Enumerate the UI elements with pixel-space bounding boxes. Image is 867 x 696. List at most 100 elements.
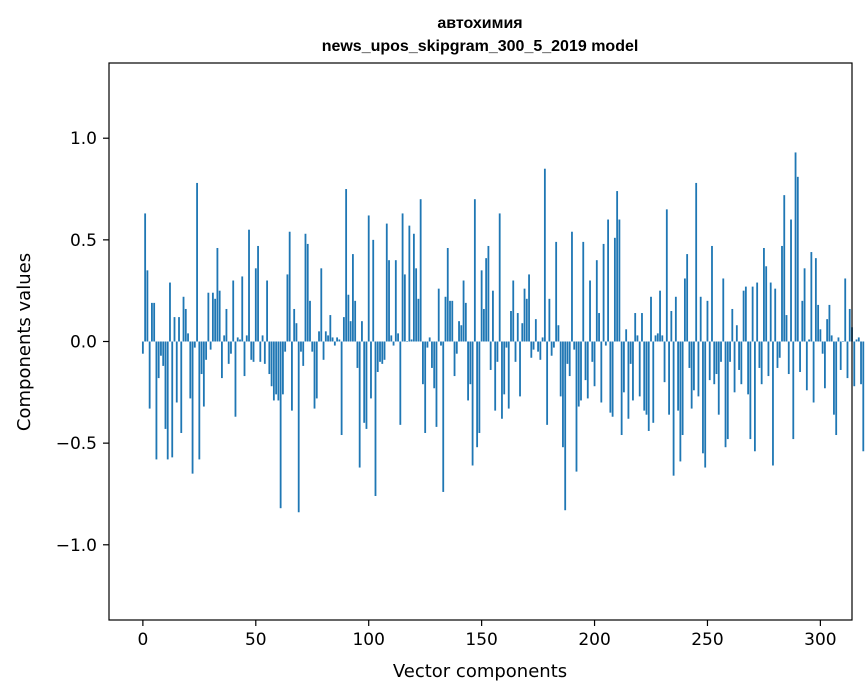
- bar-272: [756, 282, 759, 342]
- bar-132: [440, 341, 442, 346]
- bars-layer: [141, 152, 865, 513]
- bar-57: [270, 341, 273, 387]
- bar-149: [478, 341, 481, 433]
- bar-144: [467, 341, 469, 401]
- bar-310: [842, 341, 844, 342]
- bar-191: [573, 341, 576, 350]
- bar-128: [431, 341, 433, 368]
- bar-213: [623, 341, 625, 393]
- bar-197: [586, 341, 589, 399]
- bar-46: [245, 335, 248, 342]
- bar-94: [354, 300, 357, 342]
- bar-244: [693, 341, 695, 391]
- bar-260: [729, 341, 731, 362]
- bar-262: [733, 341, 736, 393]
- bar-65: [288, 231, 291, 342]
- bar-44: [241, 276, 244, 342]
- bar-313: [848, 308, 851, 342]
- bar-38: [227, 341, 230, 364]
- bar-13: [171, 341, 174, 458]
- bar-82: [327, 335, 329, 342]
- bar-143: [464, 302, 467, 342]
- bar-76: [313, 341, 316, 409]
- bar-12: [169, 282, 171, 342]
- bar-171: [528, 274, 530, 342]
- bar-43: [239, 339, 241, 342]
- bar-75: [311, 341, 314, 352]
- bar-250: [706, 300, 709, 342]
- bar-301: [821, 341, 824, 354]
- bar-299: [817, 304, 820, 342]
- bar-291: [799, 341, 801, 372]
- chart-title: автохимия: [437, 15, 522, 32]
- x-tick-label: 250: [691, 630, 723, 650]
- bar-73: [306, 243, 309, 342]
- bar-129: [433, 341, 436, 389]
- bar-217: [632, 341, 634, 401]
- bar-125: [424, 341, 427, 433]
- bar-142: [462, 280, 465, 342]
- bar-239: [681, 341, 684, 436]
- bar-227: [654, 335, 657, 342]
- bar-279: [772, 341, 774, 466]
- bar-261: [731, 308, 734, 342]
- bar-24: [196, 182, 198, 342]
- bar-252: [711, 245, 713, 342]
- bar-148: [476, 341, 479, 448]
- bar-222: [643, 341, 646, 411]
- bar-107: [383, 341, 386, 360]
- bar-112: [394, 260, 397, 342]
- x-axis-label: Vector components: [393, 661, 567, 682]
- bar-141: [460, 325, 463, 342]
- plot-frame: [108, 62, 853, 621]
- chart-subtitle: news_upos_skipgram_300_5_2019 model: [322, 38, 639, 55]
- bar-93: [352, 254, 354, 342]
- bar-9: [162, 341, 165, 366]
- bar-55: [266, 280, 268, 342]
- bar-154: [489, 341, 492, 370]
- bar-16: [178, 317, 180, 342]
- bar-87: [338, 339, 341, 342]
- bar-33: [216, 247, 219, 342]
- bar-62: [281, 341, 284, 395]
- bar-254: [715, 341, 718, 375]
- bar-8: [160, 341, 162, 356]
- bar-311: [844, 278, 847, 342]
- bar-193: [577, 341, 580, 407]
- bar-118: [408, 225, 411, 342]
- x-tick-label: 200: [578, 630, 610, 650]
- bar-232: [665, 209, 668, 342]
- bar-130: [435, 341, 438, 427]
- bar-51: [257, 245, 259, 342]
- bar-168: [521, 323, 524, 342]
- bar-219: [636, 335, 639, 342]
- bar-86: [336, 337, 338, 342]
- bar-306: [833, 341, 835, 415]
- bar-215: [627, 341, 630, 419]
- bar-192: [575, 341, 578, 472]
- bar-147: [473, 199, 476, 342]
- bar-189: [568, 341, 571, 377]
- bar-229: [659, 290, 661, 342]
- bar-30: [209, 341, 212, 350]
- bar-61: [279, 341, 282, 509]
- bar-146: [471, 341, 474, 466]
- bar-102: [372, 239, 375, 342]
- bar-292: [801, 300, 804, 342]
- bar-116: [403, 274, 406, 342]
- bar-22: [191, 341, 194, 474]
- bar-267: [744, 286, 747, 342]
- bar-230: [661, 335, 664, 342]
- bar-297: [812, 341, 815, 403]
- bar-305: [830, 335, 833, 342]
- bar-160: [503, 341, 506, 395]
- bar-237: [677, 341, 680, 411]
- x-tick-label: 150: [465, 630, 497, 650]
- bar-187: [564, 341, 567, 511]
- bar-18: [182, 296, 185, 342]
- bar-88: [340, 341, 343, 436]
- bar-238: [679, 341, 682, 462]
- x-tick-label: 100: [352, 630, 384, 650]
- bar-175: [537, 341, 539, 352]
- bar-288: [792, 341, 795, 440]
